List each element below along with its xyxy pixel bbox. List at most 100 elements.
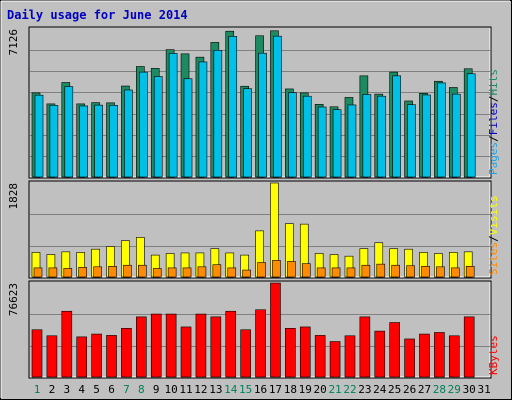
day-label-13: 13	[209, 383, 222, 396]
day-label-1: 1	[34, 383, 41, 396]
bar-kbytes-day-21	[329, 341, 341, 378]
chart-title: Daily usage for June 2014	[7, 8, 188, 22]
bar-kbytes-day-28	[434, 332, 445, 378]
bar-sites-day-11	[182, 267, 192, 278]
bar-kbytes-day-16	[255, 309, 266, 378]
day-label-5: 5	[93, 383, 100, 396]
bar-files-day-5	[94, 104, 103, 178]
bar-kbytes-day-18	[285, 327, 296, 378]
bar-kbytes-day-6	[106, 335, 117, 378]
day-label-24: 24	[373, 383, 387, 396]
bar-sites-day-3	[63, 268, 73, 278]
bar-files-day-27	[422, 94, 431, 178]
bar-kbytes-day-29	[448, 335, 460, 378]
bar-sites-day-16	[257, 262, 266, 278]
day-label-22: 22	[343, 383, 356, 396]
bar-kbytes-day-22	[344, 335, 356, 378]
day-label-8: 8	[138, 383, 145, 396]
bar-kbytes-day-24	[374, 330, 386, 378]
bar-files-day-6	[109, 105, 118, 178]
bar-sites-day-28	[436, 266, 445, 278]
legend-separator: /	[487, 96, 500, 103]
bar-kbytes-day-26	[404, 338, 415, 378]
day-label-2: 2	[49, 383, 56, 396]
bar-sites-day-21	[331, 267, 341, 278]
panel-kbytes-ymax-label: 76623	[7, 283, 20, 316]
bar-files-day-12	[198, 61, 208, 178]
bar-files-day-26	[407, 104, 416, 178]
bar-files-day-21	[332, 109, 342, 178]
bar-sites-day-9	[152, 268, 162, 278]
day-label-12: 12	[194, 383, 207, 396]
day-label-4: 4	[78, 383, 85, 396]
panel-visits-legend: Sites/Visits	[487, 196, 500, 276]
bar-kbytes-day-15	[240, 329, 251, 378]
bar-files-day-9	[153, 76, 163, 178]
day-label-15: 15	[239, 383, 252, 396]
bar-sites-day-10	[167, 267, 177, 278]
day-label-17: 17	[269, 383, 282, 396]
bar-kbytes-day-5	[91, 333, 102, 378]
bar-kbytes-day-13	[210, 316, 222, 378]
bar-sites-day-2	[48, 267, 58, 278]
bar-files-day-24	[377, 95, 387, 178]
legend-separator: /	[487, 235, 500, 242]
legend-separator: /	[487, 135, 500, 142]
bar-files-day-17	[273, 35, 282, 178]
bar-sites-day-18	[287, 261, 296, 278]
bar-files-day-7	[124, 89, 133, 178]
bar-kbytes-day-20	[314, 335, 326, 378]
bar-sites-day-22	[346, 267, 356, 278]
bar-sites-day-23	[361, 264, 371, 278]
bar-kbytes-day-9	[150, 313, 162, 378]
bar-sites-day-5	[93, 266, 102, 278]
day-label-6: 6	[108, 383, 115, 396]
bar-sites-day-19	[301, 263, 311, 278]
panel-hits-ymax-label: 7126	[7, 29, 20, 56]
day-label-20: 20	[314, 383, 327, 396]
bar-sites-day-26	[406, 265, 415, 278]
bar-kbytes-day-11	[180, 326, 192, 378]
bar-sites-day-14	[227, 267, 237, 278]
bar-sites-day-8	[138, 264, 147, 278]
bar-kbytes-day-27	[419, 333, 430, 378]
bar-kbytes-day-23	[359, 316, 371, 378]
bar-files-day-10	[168, 53, 178, 178]
bar-kbytes-day-19	[299, 326, 311, 378]
bar-files-day-11	[183, 78, 193, 178]
bar-sites-day-12	[197, 266, 207, 278]
legend-hits: Hits	[487, 69, 500, 96]
bar-files-day-22	[347, 104, 357, 178]
day-label-11: 11	[179, 383, 192, 396]
bar-files-day-29	[451, 93, 461, 178]
day-label-10: 10	[165, 383, 178, 396]
bar-files-day-20	[317, 106, 327, 178]
panel-kbytes-legend: KBytes	[487, 335, 500, 375]
day-label-28: 28	[433, 383, 446, 396]
bar-files-day-1	[34, 94, 44, 178]
bar-files-day-15	[243, 88, 252, 178]
day-label-19: 19	[299, 383, 312, 396]
bar-kbytes-day-4	[76, 336, 88, 378]
bar-sites-day-30	[465, 266, 475, 278]
bar-files-day-16	[258, 52, 267, 178]
bar-kbytes-day-14	[225, 310, 237, 378]
bar-kbytes-day-25	[389, 322, 400, 378]
day-label-27: 27	[418, 383, 431, 396]
bar-files-day-4	[79, 105, 89, 178]
bar-files-day-2	[49, 105, 59, 178]
bar-kbytes-day-1	[31, 329, 43, 378]
bar-sites-day-27	[421, 266, 430, 278]
bar-sites-day-1	[33, 267, 43, 278]
bar-kbytes-day-7	[121, 327, 132, 378]
bar-files-day-30	[466, 73, 476, 178]
bar-files-day-13	[213, 50, 223, 178]
bar-files-day-25	[392, 75, 401, 178]
legend-pages: Pages	[487, 142, 500, 175]
day-label-29: 29	[448, 383, 461, 396]
legend-files: Files	[487, 102, 500, 135]
bar-kbytes-day-17	[270, 282, 281, 378]
bar-files-day-28	[437, 82, 446, 178]
day-label-3: 3	[63, 383, 70, 396]
bar-files-day-18	[288, 92, 297, 178]
